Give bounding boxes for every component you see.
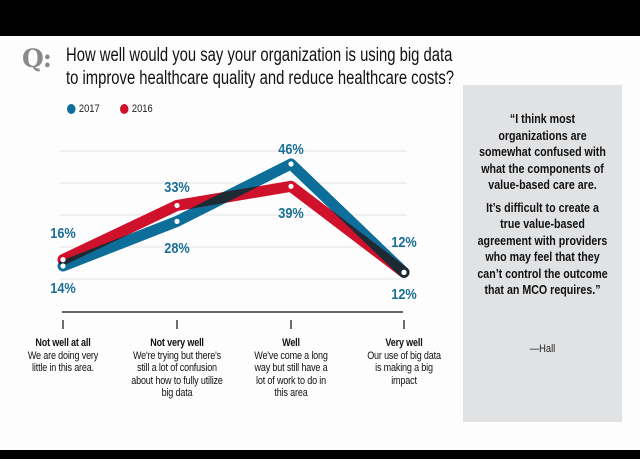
legend-swatch-2017	[67, 104, 76, 114]
marker-2017-0	[60, 263, 66, 269]
category-description-line: this area	[274, 387, 308, 399]
quote-paragraph-2: It’s difficult to create a true value-ba…	[477, 199, 608, 298]
legend: 2017 2016	[67, 103, 174, 115]
category-title: Well	[282, 337, 300, 349]
category-description-line: Our use of big data	[367, 349, 441, 362]
legend-item-2017: 2017	[67, 103, 100, 115]
category-description-line: about how to fully utilize	[131, 374, 223, 387]
marker-2016-3	[401, 269, 407, 275]
category-description-line: is making a big	[375, 362, 433, 374]
marker-2017-1	[174, 218, 180, 224]
top-banner	[0, 0, 640, 36]
quote-attribution: —Hall	[529, 343, 556, 355]
category-title: Not well at all	[35, 337, 91, 349]
category-description-line: still a lot of confusion	[137, 362, 217, 374]
category-title: Very well	[385, 337, 423, 349]
marker-2016-0	[60, 257, 66, 263]
category-title: Not very well	[150, 337, 204, 349]
category-label-2: Well We've come a long way but still have …	[238, 337, 345, 400]
chart-title-line-1: How well would you say your organization…	[66, 45, 453, 66]
data-label-2016-1: 33%	[164, 178, 190, 195]
category-description-line: We are doing very	[27, 349, 99, 362]
data-label-2017-3: 12%	[391, 285, 417, 302]
chart-title-line-2: to improve healthcare quality and reduce…	[66, 68, 455, 89]
category-label-0: Not well at all We are doing very little i…	[10, 337, 117, 375]
category-label-1: Not very well We're trying but there's sti…	[124, 337, 231, 400]
series-overlap	[57, 180, 410, 278]
data-label-2017-0: 14%	[50, 279, 76, 296]
legend-label-2016: 2016	[132, 103, 154, 115]
series-line-2017	[57, 158, 410, 278]
chart-title: How well would you say your organization…	[66, 44, 455, 90]
quote-text: “I think most organizations are somewhat…	[477, 111, 607, 305]
data-label-2016-3: 12%	[391, 233, 417, 250]
category-description-line: big data	[161, 387, 193, 399]
marker-2016-1	[174, 202, 180, 209]
category-label-3: Very well Our use of big data is making a …	[351, 337, 458, 387]
data-label-2017-1: 28%	[164, 239, 190, 256]
category-description-line: way but still have a	[254, 362, 328, 374]
legend-item-2016: 2016	[120, 103, 153, 115]
quote-paragraph-1: “I think most organizations are somewhat…	[479, 111, 606, 192]
legend-label-2017: 2017	[78, 103, 100, 115]
quote-box: “I think most organizations are somewhat…	[463, 85, 622, 422]
category-description-line: We're trying but there's	[132, 349, 222, 362]
category-description-line: lot of work to do in	[256, 374, 326, 387]
category-description-line: impact	[391, 374, 417, 387]
question-prefix: Q:	[22, 44, 52, 73]
data-label-2017-2: 46%	[278, 140, 304, 157]
data-label-2016-0: 16%	[50, 224, 76, 241]
marker-2016-2	[288, 183, 294, 189]
category-description-line: We've come a long	[254, 349, 328, 362]
legend-swatch-2016	[120, 104, 129, 114]
bottom-banner	[0, 450, 640, 459]
marker-2017-2	[288, 161, 294, 167]
category-description-line: little in this area.	[32, 362, 94, 374]
data-label-2016-2: 39%	[278, 204, 304, 221]
